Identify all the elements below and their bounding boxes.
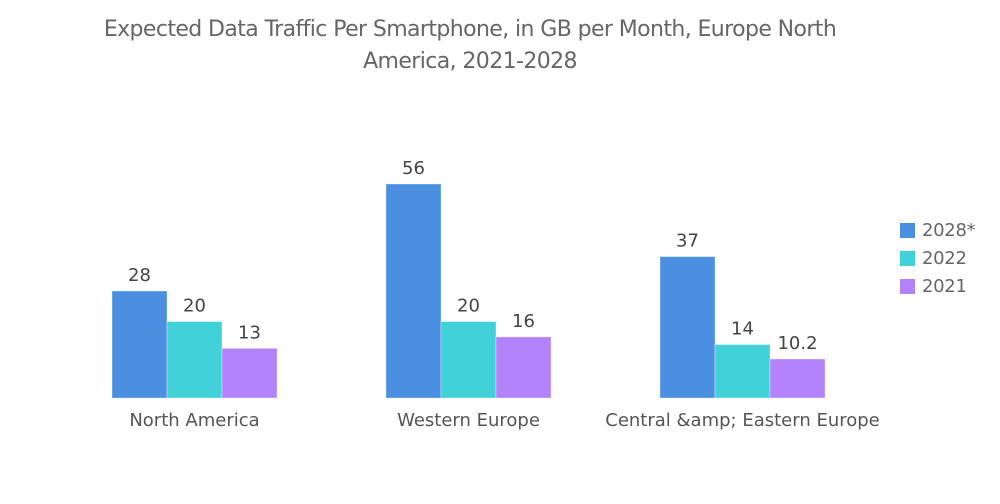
bar-north-america-2022 [166,321,223,399]
legend-item-2022: 2022 [900,244,975,272]
data-label-central-amp-eastern-europe-2021: 10.2 [777,333,817,354]
legend: 2028* 2022 2021 [900,216,976,300]
bar-central-amp-eastern-europe-2021 [769,358,826,399]
chart-title: Expected Data Traffic Per Smartphone, in… [60,14,880,78]
data-label-western-europe-2028: 56 [402,158,425,179]
bar-group-western-europe: 56 20 16 [385,158,552,399]
bar-north-america-2028 [111,290,168,399]
data-label-western-europe-2021: 16 [512,311,535,332]
x-tick-label-western-europe: Western Europe [397,410,540,431]
data-label-western-europe-2022: 20 [457,296,480,317]
legend-swatch-2028 [900,222,915,238]
x-tick-label-north-america: North America [129,410,259,431]
legend-swatch-2021 [900,278,915,294]
bar-central-amp-eastern-europe-2022 [714,344,771,399]
bar-central-amp-eastern-europe-2028 [659,256,716,399]
x-tick-label-central-amp-eastern-europe: Central &amp; Eastern Europe [605,410,880,431]
bar-western-europe-2028 [385,183,442,399]
data-label-north-america-2022: 20 [183,296,206,317]
legend-label-2022: 2022 [922,247,967,269]
bar-western-europe-2021 [495,336,552,399]
legend-swatch-2022 [900,250,915,266]
data-label-north-america-2028: 28 [128,265,151,286]
data-label-central-amp-eastern-europe-2028: 37 [676,231,699,252]
data-label-north-america-2021: 13 [238,322,261,343]
bar-north-america-2021 [221,347,278,399]
legend-label-2021: 2021 [922,275,967,297]
data-label-central-amp-eastern-europe-2022: 14 [731,319,754,340]
bar-group-north-america: 28 20 13 [111,265,278,399]
bar-group-central-amp-eastern-europe: 37 14 10.2 [659,231,826,399]
bar-western-europe-2022 [440,321,497,399]
legend-label-2028: 2028* [922,219,976,241]
legend-item-2028: 2028* [900,216,976,244]
chart-title-line-2: America, 2021-2028 [363,49,577,74]
chart-title-line-1: Expected Data Traffic Per Smartphone, in… [103,17,837,42]
legend-item-2021: 2021 [900,272,975,300]
